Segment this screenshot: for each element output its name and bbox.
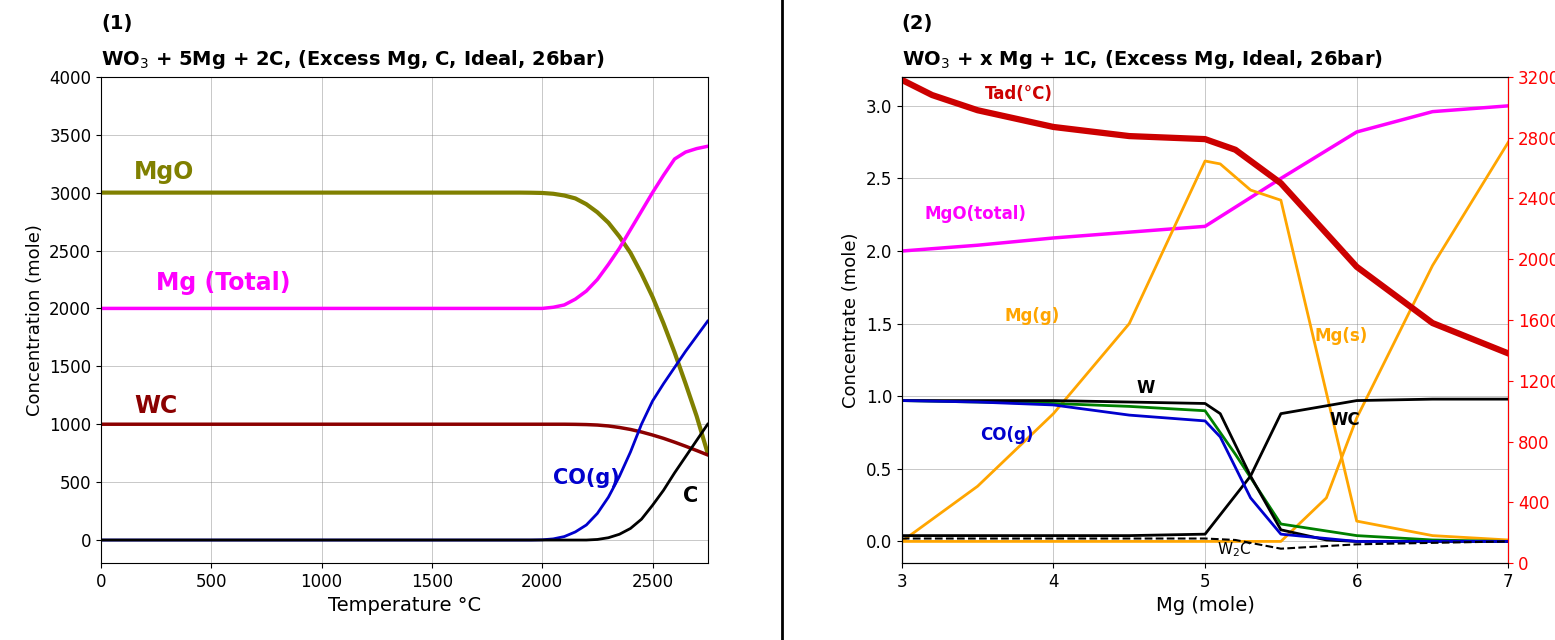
Text: CO(g): CO(g) xyxy=(554,468,620,488)
Y-axis label: Concentration (mole): Concentration (mole) xyxy=(26,224,44,416)
Text: Mg (Total): Mg (Total) xyxy=(156,271,291,295)
Text: Tad(°C): Tad(°C) xyxy=(986,84,1053,102)
Text: WC: WC xyxy=(1330,412,1361,429)
Text: W: W xyxy=(1137,380,1155,397)
Y-axis label: Concentrate (mole): Concentrate (mole) xyxy=(843,232,860,408)
Text: W$_2$C: W$_2$C xyxy=(1218,541,1252,559)
Text: MgO(total): MgO(total) xyxy=(925,205,1026,223)
Text: (2): (2) xyxy=(902,13,933,33)
Text: Mg(s): Mg(s) xyxy=(1314,327,1367,345)
Text: WO$_3$ + x Mg + 1C, (Excess Mg, Ideal, 26bar): WO$_3$ + x Mg + 1C, (Excess Mg, Ideal, 2… xyxy=(902,47,1382,70)
Text: C: C xyxy=(683,486,698,506)
Text: MgO: MgO xyxy=(134,160,194,184)
Text: (1): (1) xyxy=(101,13,132,33)
X-axis label: Temperature °C: Temperature °C xyxy=(328,596,480,616)
X-axis label: Mg (mole): Mg (mole) xyxy=(1155,596,1255,616)
Text: WC: WC xyxy=(134,394,177,418)
Text: WO$_3$ + 5Mg + 2C, (Excess Mg, C, Ideal, 26bar): WO$_3$ + 5Mg + 2C, (Excess Mg, C, Ideal,… xyxy=(101,47,605,70)
Text: CO(g): CO(g) xyxy=(981,426,1034,444)
Text: Mg(g): Mg(g) xyxy=(1005,307,1061,324)
